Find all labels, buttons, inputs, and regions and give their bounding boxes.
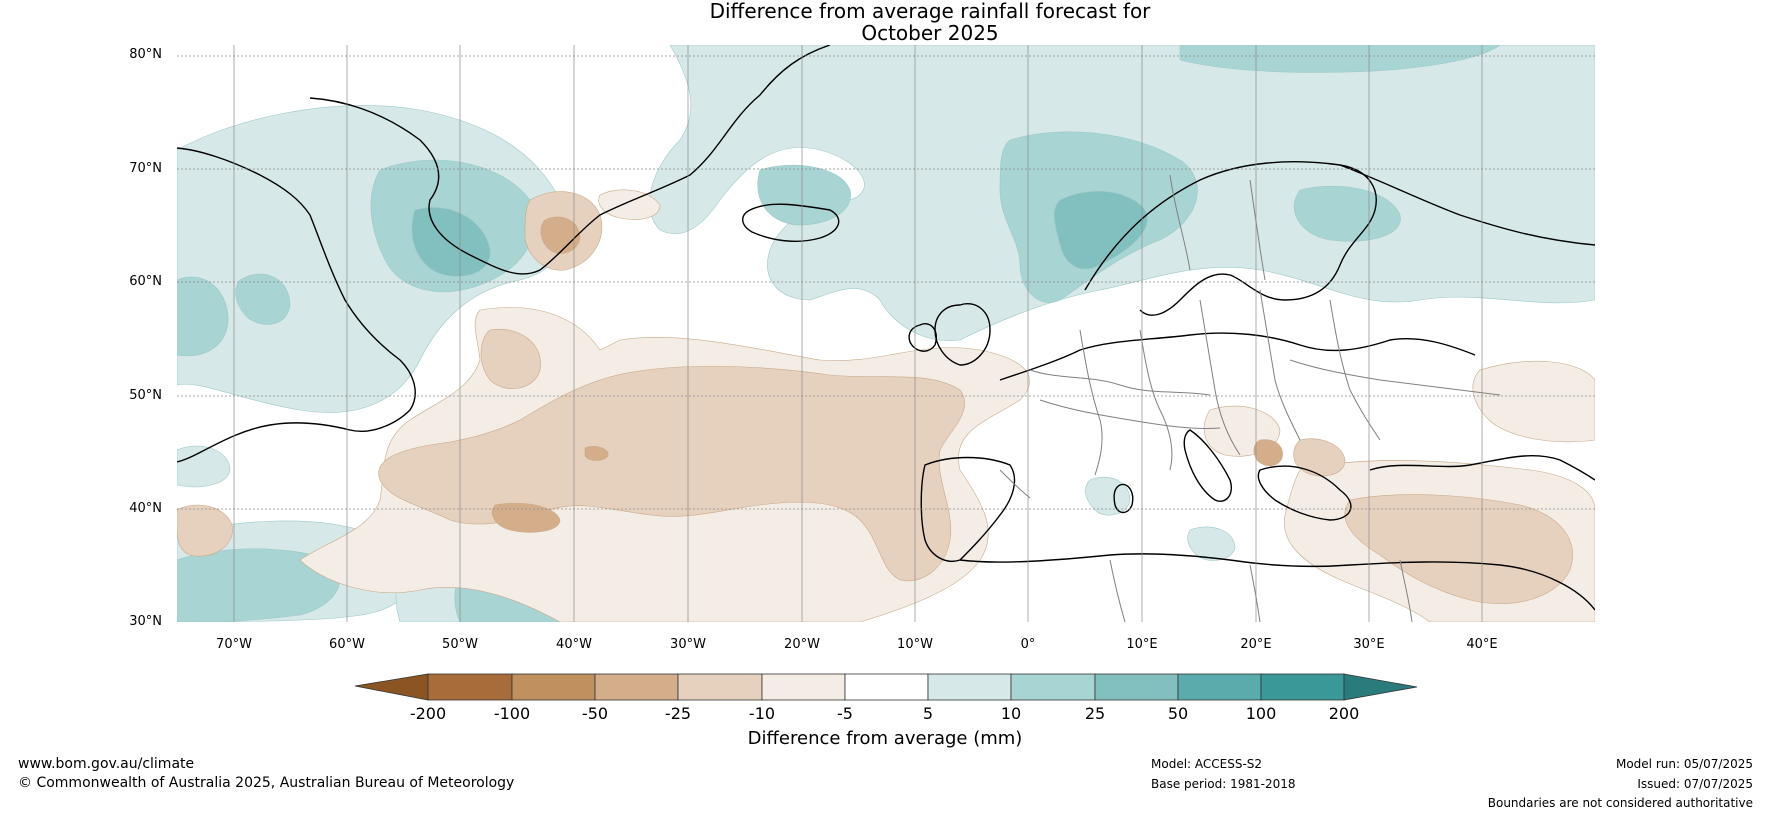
colorbar-tick: 25 [1084, 704, 1106, 723]
lat-label: 50°N [129, 388, 162, 403]
base-period-text: Base period: 1981-2018 [1151, 777, 1296, 791]
colorbar-tick: 5 [922, 704, 934, 723]
lon-label: 40°E [1466, 637, 1498, 652]
lat-label: 80°N [129, 47, 162, 62]
colorbar-segment [927, 673, 1012, 701]
lon-label: 10°W [897, 637, 933, 652]
colorbar-segment [1177, 673, 1262, 701]
colorbar-segment [1094, 673, 1179, 701]
model-text: Model: ACCESS-S2 [1151, 757, 1263, 771]
lon-label: 20°W [784, 637, 820, 652]
colorbar-label: Difference from average (mm) [747, 728, 1023, 749]
copyright-text: © Commonwealth of Australia 2025, Austra… [18, 775, 515, 791]
model-run-text: Model run: 05/07/2025 [1615, 757, 1753, 771]
coastlines [177, 45, 1595, 611]
lon-label: 10°E [1126, 637, 1158, 652]
lon-label: 60°W [329, 637, 365, 652]
lon-label: 40°W [556, 637, 592, 652]
colorbar-segment [677, 673, 763, 701]
colorbar-segment [844, 673, 929, 701]
colorbar-tick: 200 [1328, 704, 1360, 723]
colorbar-tick: 50 [1167, 704, 1189, 723]
colorbar-tick: -200 [409, 704, 447, 723]
colorbar-segment [427, 673, 513, 701]
lat-label: 40°N [129, 501, 162, 516]
lon-label: 50°W [442, 637, 478, 652]
lat-label: 60°N [129, 274, 162, 289]
colorbar-tick: -5 [837, 704, 853, 723]
colorbar-tick: -50 [581, 704, 609, 723]
colorbar-tick: 100 [1245, 704, 1277, 723]
lat-label: 70°N [129, 161, 162, 176]
website-text: www.bom.gov.au/climate [18, 756, 195, 772]
colorbar-segment [1010, 673, 1096, 701]
colorbar-tick: -10 [748, 704, 776, 723]
colorbar-segment [761, 673, 846, 701]
lon-label: 0° [1020, 637, 1036, 652]
disclaimer-text: Boundaries are not considered authoritat… [1487, 796, 1753, 810]
colorbar-extend-low [354, 673, 429, 701]
chart-title-line1: Difference from average rainfall forecas… [709, 0, 1151, 23]
colorbar-segment [594, 673, 679, 701]
country-borders [999, 174, 1501, 622]
lon-label: 70°W [216, 637, 252, 652]
lon-label: 30°E [1353, 637, 1385, 652]
colorbar-extend-high [1343, 673, 1418, 701]
colorbar-tick: -100 [493, 704, 531, 723]
lat-label: 30°N [129, 614, 162, 629]
meridians [233, 45, 1483, 622]
dry-anomaly-regions [177, 189, 1595, 622]
map-area [177, 45, 1595, 622]
colorbar-segment [1260, 673, 1345, 701]
colorbar-segment [511, 673, 596, 701]
colorbar-tick: 10 [1000, 704, 1022, 723]
colorbar [354, 673, 1418, 701]
chart-title-line2: October 2025 [861, 21, 999, 45]
graticule [177, 55, 1595, 510]
issued-text: Issued: 07/07/2025 [1637, 777, 1753, 791]
lon-label: 20°E [1240, 637, 1272, 652]
lon-label: 30°W [670, 637, 706, 652]
colorbar-tick: -25 [664, 704, 692, 723]
